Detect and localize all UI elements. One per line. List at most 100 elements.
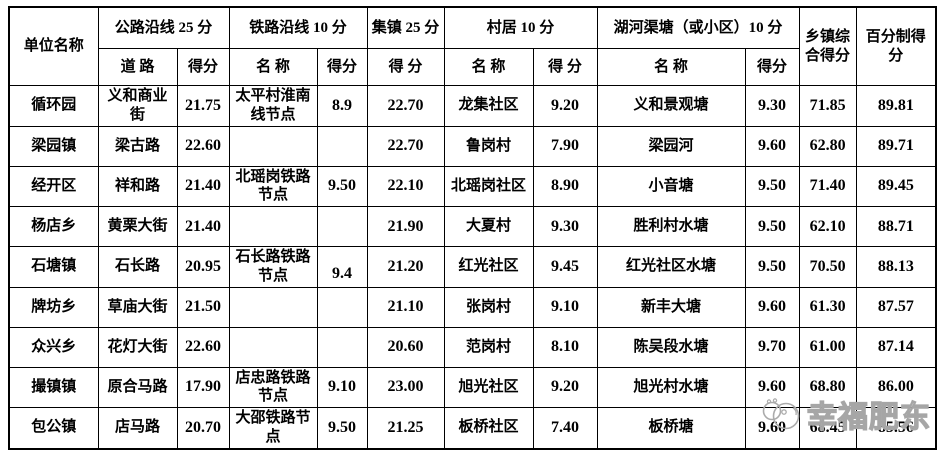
cell-waterbody-name: 胜利村水塘 xyxy=(596,206,746,247)
cell-railway-score: 9.50 xyxy=(316,407,368,449)
cell-village-score: 7.90 xyxy=(532,125,598,167)
cell-percent-score: 89.45 xyxy=(855,165,937,207)
cell-road-score: 20.70 xyxy=(176,407,230,449)
cell-waterbody-score: 9.50 xyxy=(744,206,800,247)
cell-road-score: 21.40 xyxy=(176,165,230,207)
cell-railway-score: 9.10 xyxy=(316,366,368,408)
cell-town-score: 22.70 xyxy=(366,125,445,167)
cell-percent-score: 87.57 xyxy=(855,286,937,328)
cell-unit-name: 循环园 xyxy=(8,85,99,127)
cell-waterbody-score: 9.50 xyxy=(744,246,800,288)
cell-village-score: 9.20 xyxy=(532,366,598,408)
cell-railway-name: 大邵铁路节点 xyxy=(228,407,318,449)
table-row: 牌坊乡 草庙大街 21.50 21.10 张岗村 9.10 新丰大塘 9.60 61.30 87.… xyxy=(8,286,937,328)
cell-railway-name xyxy=(228,125,318,167)
cell-total-score: 62.80 xyxy=(798,125,857,167)
cell-town-score: 20.60 xyxy=(366,326,445,368)
cell-waterbody-score: 9.60 xyxy=(744,286,800,328)
cell-town-score: 22.10 xyxy=(366,165,445,207)
cell-total-score: 68.45 xyxy=(798,407,857,449)
cell-road-name: 花灯大街 xyxy=(97,326,178,368)
cell-village-score: 8.10 xyxy=(532,326,598,368)
cell-road-name: 石长路 xyxy=(97,246,178,288)
cell-village-name: 旭光社区 xyxy=(443,366,534,408)
cell-railway-name xyxy=(228,326,318,368)
table-row: 梁园镇 梁古路 22.60 22.70 鲁岗村 7.90 梁园河 9.60 62.80 89.71 xyxy=(8,125,937,167)
cell-total-score: 62.10 xyxy=(798,206,857,247)
cell-village-score: 8.90 xyxy=(532,165,598,207)
cell-town-score: 21.10 xyxy=(366,286,445,328)
cell-railway-score xyxy=(316,206,368,247)
cell-unit-name: 众兴乡 xyxy=(8,326,99,368)
subheader-waterbody-name: 名 称 xyxy=(596,48,746,86)
cell-road-score: 21.50 xyxy=(176,286,230,328)
cell-road-score: 22.60 xyxy=(176,125,230,167)
cell-waterbody-score: 9.30 xyxy=(744,85,800,127)
cell-waterbody-score: 9.70 xyxy=(744,326,800,368)
cell-road-score: 21.75 xyxy=(176,85,230,127)
table-body: 循环园 义和商业街 21.75 太平村淮南线节点 8.9 22.70 龙集社区 9.20 义和景… xyxy=(8,85,937,449)
cell-railway-name: 北瑶岗铁路节点 xyxy=(228,165,318,207)
subheader-town-score: 得 分 xyxy=(366,48,445,86)
cell-railway-name xyxy=(228,286,318,328)
cell-railway-score xyxy=(316,286,368,328)
cell-percent-score: 89.71 xyxy=(855,125,937,167)
subheader-waterbody-score: 得分 xyxy=(744,48,800,86)
cell-unit-name: 杨店乡 xyxy=(8,206,99,247)
cell-railway-score xyxy=(316,326,368,368)
cell-village-name: 范岗村 xyxy=(443,326,534,368)
cell-village-score: 9.45 xyxy=(532,246,598,288)
cell-waterbody-name: 新丰大塘 xyxy=(596,286,746,328)
cell-percent-score: 88.13 xyxy=(855,246,937,288)
cell-village-name: 板桥社区 xyxy=(443,407,534,449)
cell-unit-name: 梁园镇 xyxy=(8,125,99,167)
header-group-railway: 铁路沿线 10 分 xyxy=(228,6,368,49)
cell-village-name: 张岗村 xyxy=(443,286,534,328)
cell-waterbody-score: 9.60 xyxy=(744,407,800,449)
cell-town-score: 21.20 xyxy=(366,246,445,288)
cell-percent-score: 86.00 xyxy=(855,366,937,408)
cell-road-score: 20.95 xyxy=(176,246,230,288)
cell-unit-name: 石塘镇 xyxy=(8,246,99,288)
cell-road-name: 原合马路 xyxy=(97,366,178,408)
cell-total-score: 68.80 xyxy=(798,366,857,408)
cell-village-name: 红光社区 xyxy=(443,246,534,288)
subheader-railway-score: 得分 xyxy=(316,48,368,86)
header-percent-score: 百分制得分 xyxy=(855,6,937,86)
cell-village-name: 大夏村 xyxy=(443,206,534,247)
cell-waterbody-name: 梁园河 xyxy=(596,125,746,167)
cell-percent-score: 89.81 xyxy=(855,85,937,127)
table-row: 包公镇 店马路 20.70 大邵铁路节点 9.50 21.25 板桥社区 7.40 板桥塘 9.6… xyxy=(8,407,937,449)
table-row: 循环园 义和商业街 21.75 太平村淮南线节点 8.9 22.70 龙集社区 9.20 义和景… xyxy=(8,85,937,127)
cell-road-name: 义和商业街 xyxy=(97,85,178,127)
cell-road-score: 21.40 xyxy=(176,206,230,247)
cell-percent-score: 87.14 xyxy=(855,326,937,368)
cell-railway-score: 8.9 xyxy=(316,85,368,127)
cell-waterbody-name: 旭光村水塘 xyxy=(596,366,746,408)
cell-village-name: 北瑶岗社区 xyxy=(443,165,534,207)
cell-town-score: 22.70 xyxy=(366,85,445,127)
header-group-village: 村居 10 分 xyxy=(443,6,598,49)
table-row: 石塘镇 石长路 20.95 石长路铁路节点 9.4 21.20 红光社区 9.45 红光社区水塘… xyxy=(8,246,937,288)
cell-road-name: 梁古路 xyxy=(97,125,178,167)
table-row: 经开区 祥和路 21.40 北瑶岗铁路节点 9.50 22.10 北瑶岗社区 8.90 小音塘 9… xyxy=(8,165,937,207)
cell-waterbody-name: 红光社区水塘 xyxy=(596,246,746,288)
subheader-highway-road: 道 路 xyxy=(97,48,178,86)
cell-road-name: 黄栗大街 xyxy=(97,206,178,247)
cell-town-score: 21.25 xyxy=(366,407,445,449)
cell-village-name: 鲁岗村 xyxy=(443,125,534,167)
table-row: 众兴乡 花灯大街 22.60 20.60 范岗村 8.10 陈吴段水塘 9.70 61.00 87… xyxy=(8,326,937,368)
cell-unit-name: 牌坊乡 xyxy=(8,286,99,328)
header-group-waterbody: 湖河渠塘（或小区）10 分 xyxy=(596,6,800,49)
cell-waterbody-name: 陈吴段水塘 xyxy=(596,326,746,368)
cell-road-name: 祥和路 xyxy=(97,165,178,207)
cell-town-score: 21.90 xyxy=(366,206,445,247)
header-group-town: 集镇 25 分 xyxy=(366,6,445,49)
cell-railway-name: 太平村淮南线节点 xyxy=(228,85,318,127)
cell-village-score: 9.30 xyxy=(532,206,598,247)
cell-total-score: 71.40 xyxy=(798,165,857,207)
header-group-highway: 公路沿线 25 分 xyxy=(97,6,230,49)
subheader-railway-name: 名 称 xyxy=(228,48,318,86)
cell-unit-name: 包公镇 xyxy=(8,407,99,449)
